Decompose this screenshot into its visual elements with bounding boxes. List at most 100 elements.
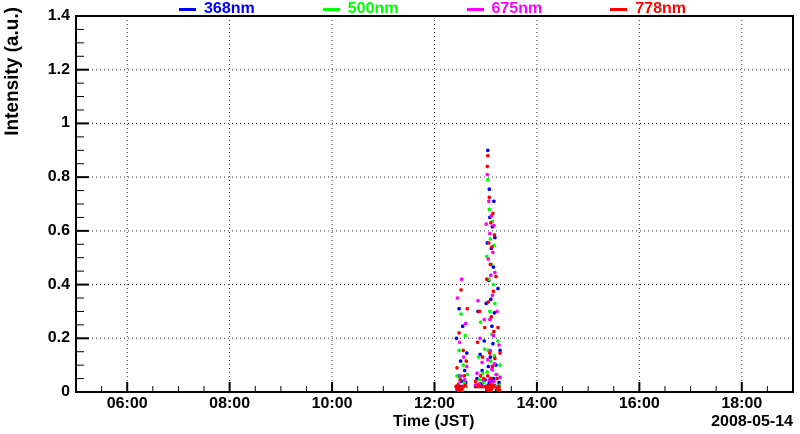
data-point xyxy=(491,333,496,338)
data-point xyxy=(496,325,500,330)
data-point xyxy=(498,348,502,353)
data-point xyxy=(488,309,492,314)
data-point xyxy=(478,352,482,357)
data-point xyxy=(488,355,493,359)
data-point xyxy=(485,370,490,374)
data-point xyxy=(492,384,496,389)
y-tick-label: 1 xyxy=(61,114,70,132)
legend-marker-778nm xyxy=(610,7,628,11)
data-point xyxy=(491,265,496,269)
data-point xyxy=(492,329,496,334)
data-point xyxy=(458,374,463,378)
data-point xyxy=(475,371,479,376)
data-point xyxy=(465,364,469,369)
legend-marker-368nm xyxy=(179,7,197,11)
data-point xyxy=(463,321,468,326)
data-point xyxy=(489,376,493,381)
axis-ticks xyxy=(77,15,768,393)
legend-label-778nm: 778nm xyxy=(635,0,686,17)
x-tick-label: 08:00 xyxy=(209,395,251,412)
data-point xyxy=(487,187,492,191)
data-point xyxy=(496,339,500,343)
data-point xyxy=(477,309,482,314)
data-point xyxy=(489,297,493,302)
x-tick-label: 06:00 xyxy=(106,395,148,412)
data-point xyxy=(490,293,495,298)
data-point xyxy=(490,367,494,372)
legend-label-368nm: 368nm xyxy=(204,0,255,17)
data-point xyxy=(489,387,494,392)
x-tick-label: 16:00 xyxy=(618,395,660,412)
data-point xyxy=(489,214,494,218)
data-point xyxy=(476,355,481,359)
data-point xyxy=(482,339,487,343)
data-point xyxy=(493,356,497,361)
data-point xyxy=(458,359,463,363)
data-point xyxy=(460,384,465,389)
legend-item-778nm: 778nm xyxy=(576,0,720,18)
data-point xyxy=(462,380,467,385)
data-point xyxy=(488,231,492,236)
data-point xyxy=(478,374,483,378)
data-point xyxy=(480,371,485,376)
chart-legend: 368nm 500nm 675nm 778nm xyxy=(145,0,720,18)
data-point xyxy=(479,384,484,389)
data-point xyxy=(488,348,493,353)
data-point xyxy=(481,376,486,381)
data-point xyxy=(486,148,490,153)
data-point xyxy=(480,368,484,373)
x-tick-label: 12:00 xyxy=(414,395,455,412)
data-point xyxy=(491,376,496,381)
data-point xyxy=(481,380,486,385)
data-point xyxy=(457,348,461,353)
data-point xyxy=(493,270,497,275)
data-point xyxy=(488,317,492,322)
date-label: 2008-05-14 xyxy=(711,413,793,430)
data-point xyxy=(465,372,470,377)
data-point xyxy=(461,363,466,367)
data-point xyxy=(457,331,461,335)
data-point xyxy=(497,388,502,392)
data-point xyxy=(487,199,491,204)
data-point xyxy=(498,363,502,367)
data-point xyxy=(457,340,462,345)
y-tick-label: 0.6 xyxy=(47,221,70,239)
data-point xyxy=(459,312,463,316)
data-point xyxy=(463,383,468,388)
data-point xyxy=(482,347,487,351)
data-point xyxy=(498,351,502,355)
data-point xyxy=(462,374,467,378)
data-point xyxy=(463,333,468,338)
y-tick-label: 0 xyxy=(61,383,70,400)
y-axis-title: Intensity (a.u.) xyxy=(2,7,23,136)
data-point xyxy=(477,378,482,382)
data-point xyxy=(496,286,500,291)
series-778nm-points xyxy=(454,153,502,392)
data-point xyxy=(491,282,496,287)
data-point xyxy=(476,383,481,388)
data-point xyxy=(491,211,495,216)
x-tick-label: 18:00 xyxy=(721,395,763,412)
data-point xyxy=(485,172,490,177)
data-point xyxy=(494,274,498,279)
data-point xyxy=(490,245,494,249)
y-tick-label: 0.4 xyxy=(47,275,70,293)
legend-item-500nm: 500nm xyxy=(289,0,433,18)
legend-item-368nm: 368nm xyxy=(145,0,289,18)
data-point xyxy=(459,288,463,292)
data-point xyxy=(492,353,497,358)
data-point xyxy=(498,375,502,380)
legend-label-500nm: 500nm xyxy=(347,0,399,17)
data-point xyxy=(460,324,465,329)
data-point xyxy=(492,199,496,204)
data-point xyxy=(486,153,490,158)
data-point xyxy=(487,241,491,245)
data-point xyxy=(459,387,464,392)
legend-marker-500nm xyxy=(322,7,340,11)
y-tick-label: 1.4 xyxy=(47,7,70,24)
data-point xyxy=(484,254,489,259)
data-point xyxy=(490,364,495,369)
data-point xyxy=(454,336,459,341)
